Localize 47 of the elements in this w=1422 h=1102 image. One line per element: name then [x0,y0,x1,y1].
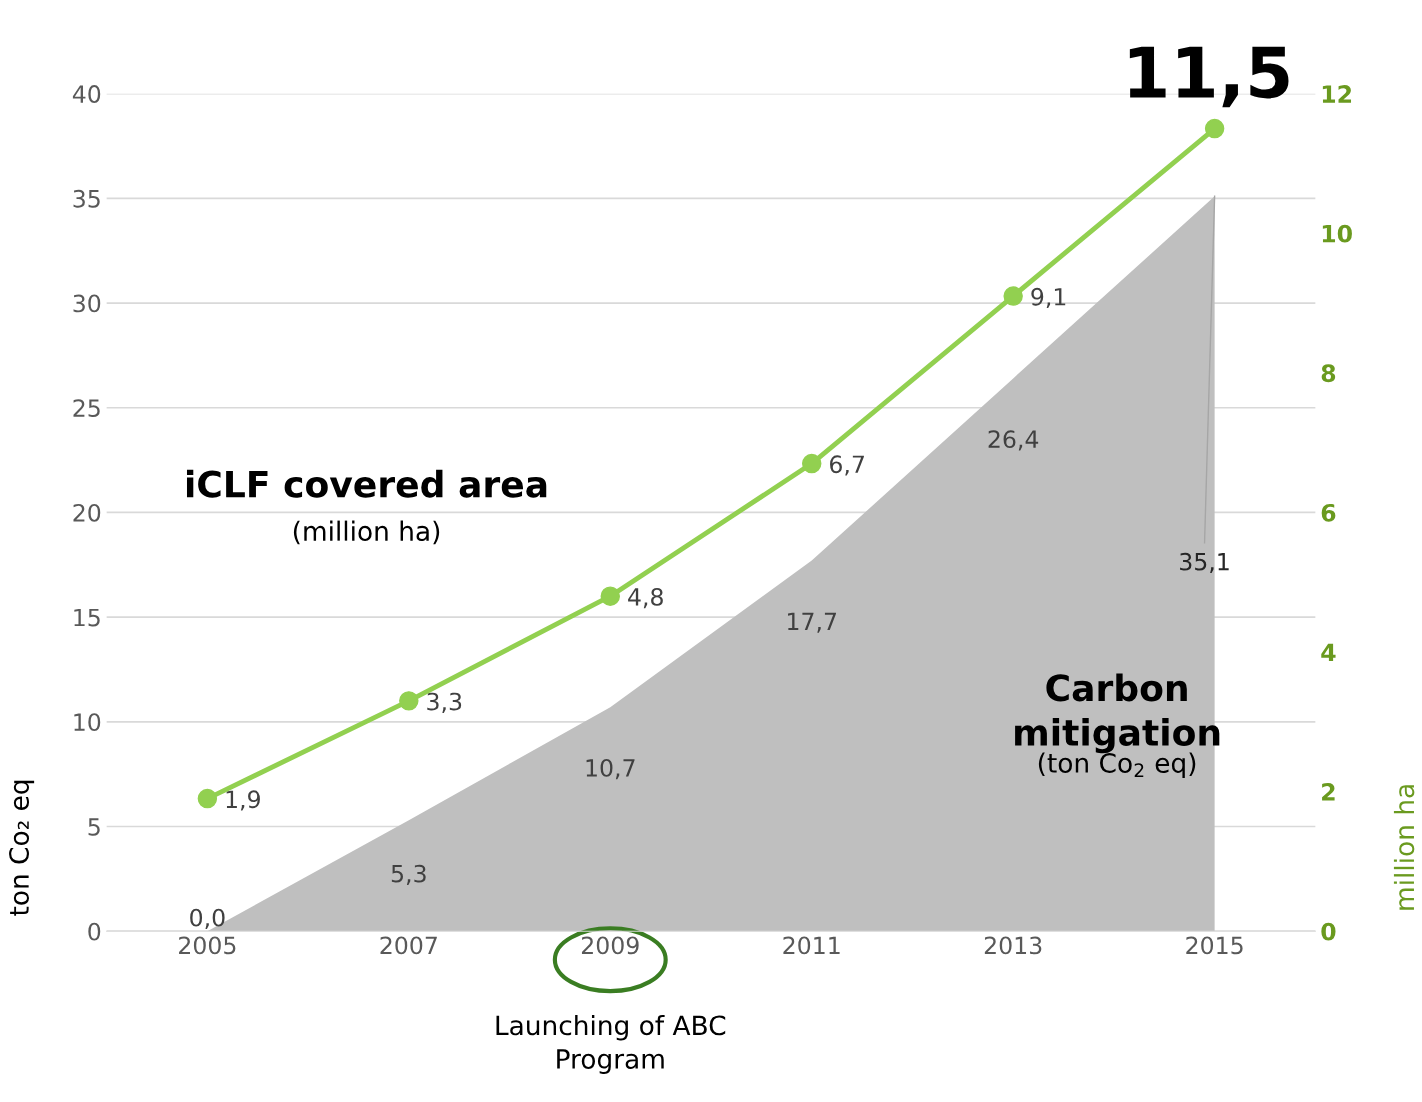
y2-tick-label: 10 [1322,224,1352,243]
x-tick-label: 2005 [179,936,236,955]
point [600,586,620,606]
annotation: (ton Co$_{2}$ eq) [1038,752,1196,779]
point [197,788,218,809]
y2-tick-label: 0 [1321,922,1336,941]
data-label: 5,3 [391,864,426,885]
y2-tick-label: 6 [1321,503,1336,522]
annotation: iCLF covered area [186,469,547,498]
data-label: 0,0 [190,908,225,930]
data-label: 35,1 [1180,552,1229,573]
y-tick-label: 5 [88,818,100,836]
data-label: 11,5 [1129,46,1289,108]
x-tick-label: 2015 [1186,936,1243,955]
data-label: 3,3 [427,692,462,713]
data-label: 10,7 [586,758,635,780]
data-label: 17,7 [788,612,836,633]
annotation: (million ha) [293,520,440,545]
y-tick-label: 35 [73,189,100,208]
y2-axis-title: million ha [1393,785,1415,910]
text: Launching of ABC Program [496,1014,726,1075]
y2-tick-label: 8 [1321,364,1336,383]
data-label: 6,7 [830,455,864,476]
data-label: 9,1 [1031,287,1066,309]
y-tick-label: 0 [88,922,101,941]
x-tick-label: 2007 [380,936,437,955]
x-tick-label: 2009 [581,936,639,955]
y-axis-title: ton Co₂ eq [9,780,35,916]
y-tick-label: 20 [73,503,101,522]
y2-tick-label: 4 [1321,643,1336,661]
y-tick-label: 25 [73,399,100,418]
y-tick-label: 10 [74,713,101,732]
y-tick-label: 15 [74,608,100,627]
data-label: 4,8 [628,587,663,609]
data-label: 1,9 [226,790,260,811]
y-tick-label: 40 [72,85,101,103]
point [1204,118,1225,139]
x-tick-label: 2011 [783,936,840,955]
annotation: Carbon mitigation [1015,673,1220,754]
data-label: 26,4 [988,430,1039,451]
point [1003,286,1023,306]
y-tick-label: 30 [73,294,101,313]
y2-tick-label: 12 [1322,85,1352,103]
point [802,453,822,474]
y2-tick-label: 2 [1322,783,1335,801]
x-tick-label: 2013 [984,936,1042,955]
point [399,691,419,711]
